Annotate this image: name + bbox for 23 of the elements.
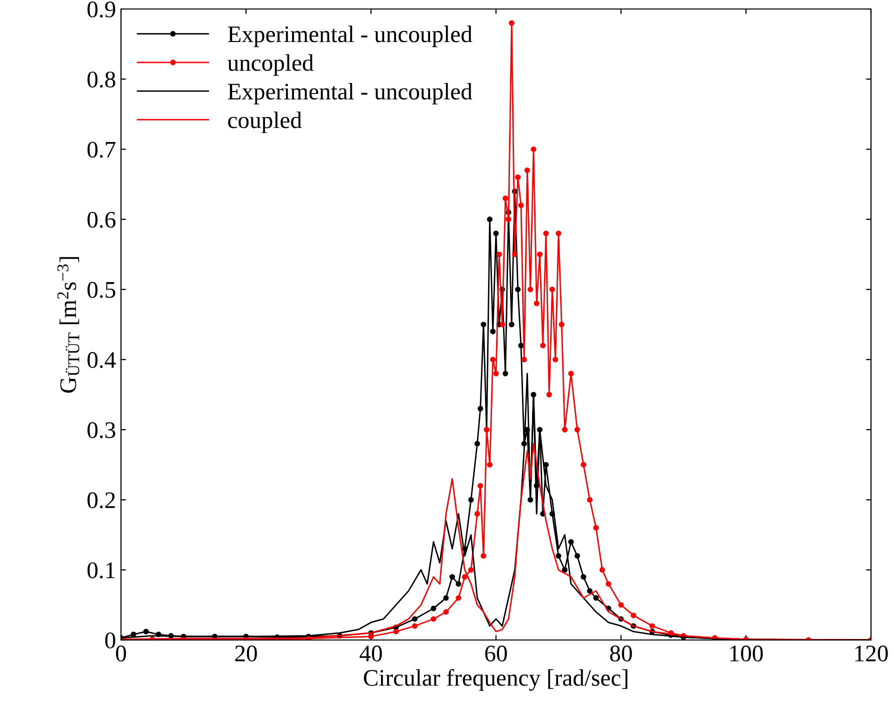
x-axis-title: Circular frequency [rad/sec]	[364, 669, 628, 691]
y-tick-label: 0.8	[88, 72, 116, 88]
legend-label: coupled	[228, 112, 302, 134]
x-tick-label: 20	[235, 646, 257, 662]
x-tick-label: 60	[485, 646, 507, 662]
legend-label: uncopled	[228, 54, 314, 76]
x-tick-label: 40	[360, 646, 382, 662]
y-tick-label: 0.4	[88, 352, 116, 368]
legend-label: Experimental - uncoupled	[228, 26, 472, 48]
y-tick-label: 0.9	[88, 1, 116, 18]
legend-label: Experimental - uncoupled	[228, 82, 472, 104]
y-tick-label: 0.1	[88, 562, 115, 578]
y-tick-label: 0.7	[88, 142, 116, 158]
y-tick-label: 0.3	[88, 422, 116, 438]
x-tick-label: 80	[610, 646, 632, 662]
y-tick-label: 0.6	[88, 212, 116, 228]
y-axis-title: G$_{ÜTÜT}$ [m$^{2}$s$^{−3}$]	[57, 257, 80, 393]
y-tick-label: 0.2	[88, 492, 115, 508]
y-tick-label: 0	[105, 632, 116, 648]
x-tick-label: 100	[730, 646, 763, 662]
x-tick-label: 0	[116, 646, 126, 662]
x-tick-label: 120	[855, 646, 888, 662]
y-tick-label: 0.5	[88, 282, 116, 298]
